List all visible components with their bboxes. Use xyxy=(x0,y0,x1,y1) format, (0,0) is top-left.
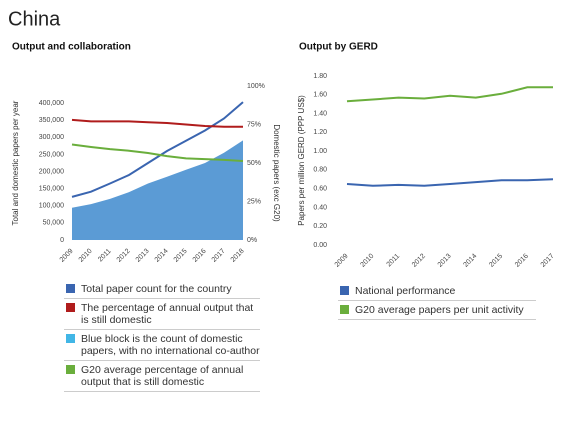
legend-label: The percentage of annual output that is … xyxy=(81,302,254,326)
x-tick-label: 2013 xyxy=(437,253,453,269)
legend-swatch xyxy=(340,286,349,295)
y-tick-label: 200,000 xyxy=(39,168,64,175)
y-tick-label: 1.20 xyxy=(313,129,327,136)
legend-swatch xyxy=(66,334,75,343)
line xyxy=(71,101,244,198)
y-tick-label: 300,000 xyxy=(39,134,64,141)
x-tick-label: 2010 xyxy=(78,248,94,264)
legend: Total paper count for the country The per… xyxy=(64,280,260,392)
x-tick-label: 2017 xyxy=(540,253,556,269)
x-tick-label: 2012 xyxy=(411,253,427,269)
x-tick-label: 2010 xyxy=(360,253,376,269)
legend-swatch xyxy=(66,284,75,293)
y-tick-label: 0.20 xyxy=(313,223,327,230)
legend-label: G20 average percentage of annual output … xyxy=(81,364,244,388)
legend-item: G20 average percentage of annual output … xyxy=(64,361,260,392)
x-tick-label: 2015 xyxy=(173,248,189,264)
y2-tick-label: 75% xyxy=(247,121,261,128)
x-tick-label: 2015 xyxy=(488,253,504,269)
y-tick-label: 0.80 xyxy=(313,167,327,174)
area xyxy=(72,140,243,240)
legend-item: G20 average papers per unit activity xyxy=(338,301,536,320)
legend-label: Total paper count for the country xyxy=(81,283,232,295)
legend-swatch xyxy=(66,365,75,374)
legend-item: Blue block is the count of domestic pape… xyxy=(64,330,260,361)
y2-tick-label: 100% xyxy=(247,83,265,90)
y-axis-title: Papers per million GERD (PPP US$) xyxy=(297,95,306,226)
x-tick-label: 2009 xyxy=(334,253,350,269)
y2-tick-label: 0% xyxy=(247,237,257,244)
x-tick-label: 2012 xyxy=(116,248,132,264)
y-tick-label: 1.60 xyxy=(313,92,327,99)
y-tick-label: 400,000 xyxy=(39,100,64,107)
legend-swatch xyxy=(66,303,75,312)
y2-tick-label: 25% xyxy=(247,198,261,205)
x-tick-label: 2011 xyxy=(97,248,113,264)
x-tick-label: 2014 xyxy=(154,248,170,264)
page-title: China xyxy=(8,8,61,30)
x-tick-label: 2011 xyxy=(386,253,402,269)
line xyxy=(71,118,243,128)
y-tick-label: 100,000 xyxy=(39,203,64,210)
line xyxy=(346,86,553,103)
y-tick-label: 350,000 xyxy=(39,117,64,124)
legend-swatch xyxy=(340,305,349,314)
y-tick-label: 0.60 xyxy=(313,186,327,193)
legend-item: Total paper count for the country xyxy=(64,280,260,299)
y-tick-label: 1.80 xyxy=(313,73,327,80)
y-tick-label: 50,000 xyxy=(43,220,65,227)
line xyxy=(346,178,554,187)
x-tick-label: 2017 xyxy=(211,248,227,264)
chart-title: Output and collaboration xyxy=(12,42,131,53)
legend-item: The percentage of annual output that is … xyxy=(64,299,260,330)
chart-title: Output by GERD xyxy=(299,42,378,53)
y-tick-label: 1.40 xyxy=(313,110,327,117)
x-tick-label: 2016 xyxy=(192,248,208,264)
y2-axis-title: Domestic papers (exc G20) xyxy=(272,124,281,222)
y-tick-label: 250,000 xyxy=(39,151,64,158)
y-tick-label: 150,000 xyxy=(39,186,64,193)
legend-label: National performance xyxy=(355,285,456,297)
line xyxy=(71,143,244,162)
legend: National performance G20 average papers p… xyxy=(338,282,536,320)
legend-label: G20 average papers per unit activity xyxy=(355,304,524,316)
y-tick-label: 0 xyxy=(60,237,64,244)
legend-item: National performance xyxy=(338,282,536,301)
x-tick-label: 2009 xyxy=(59,248,75,264)
y-tick-label: 0.00 xyxy=(313,242,327,249)
x-tick-label: 2013 xyxy=(135,248,151,264)
legend-label: Blue block is the count of domestic pape… xyxy=(81,333,260,357)
y2-tick-label: 50% xyxy=(247,160,261,167)
x-tick-label: 2014 xyxy=(463,253,479,269)
y-tick-label: 1.00 xyxy=(313,148,327,155)
y-tick-label: 0.40 xyxy=(313,204,327,211)
x-tick-label: 2016 xyxy=(514,253,530,269)
x-tick-label: 2018 xyxy=(230,248,246,264)
y-axis-title: Total and domestic papers per year xyxy=(11,100,20,225)
